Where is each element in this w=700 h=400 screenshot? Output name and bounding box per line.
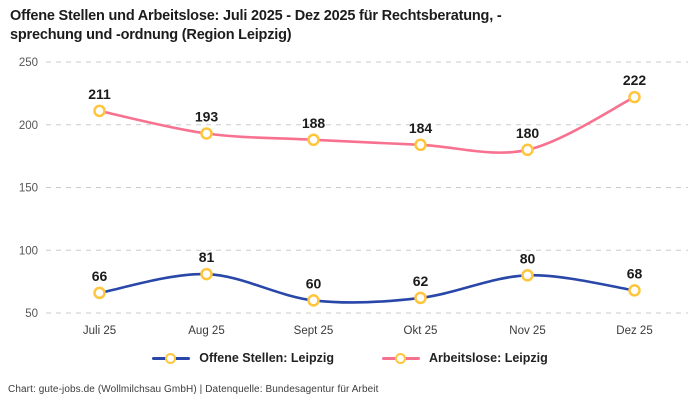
y-tick-label: 250: [19, 57, 38, 69]
series-line: [98, 273, 636, 305]
data-point-marker: [628, 91, 641, 104]
chart-title-line1: Offene Stellen und Arbeitslose: Juli 202…: [10, 8, 502, 24]
data-point-marker: [93, 104, 106, 118]
data-point-label: 193: [195, 109, 219, 125]
data-point-marker: [414, 138, 427, 152]
data-point-label: 62: [413, 273, 429, 289]
legend-label: Arbeitslose: Leipzig: [428, 351, 548, 366]
data-point-label: 68: [627, 266, 643, 282]
series-line: [98, 96, 636, 155]
chart-title-line2: sprechung und -ordnung (Region Leipzig): [10, 27, 292, 44]
y-tick-label: 100: [19, 246, 38, 258]
x-tick-label: Nov 25: [509, 325, 545, 337]
chart-legend: Offene Stellen: Leipzig Arbeitslose: Lei…: [0, 347, 700, 369]
chart-canvas: 50 100 150 200 250 Juli 25 Aug 25 Sept 25 Okt 25…: [19, 57, 688, 337]
data-point-label: 184: [409, 120, 433, 136]
legend-label: Offene Stellen: Leipzig: [199, 351, 334, 366]
data-point-marker: [93, 286, 106, 300]
legend-line-marker-icon: [381, 352, 420, 364]
data-point-label: 80: [520, 251, 536, 267]
data-point-label: 211: [88, 86, 111, 102]
data-point-label: 66: [92, 268, 108, 284]
data-point-marker: [414, 291, 427, 305]
data-point-marker: [307, 294, 320, 307]
data-point-marker: [307, 133, 320, 147]
chart-credit: Chart: gute-jobs.de (Wollmilchsau GmbH) …: [8, 384, 379, 395]
x-tick-label: Juli 25: [83, 325, 116, 337]
legend-item-arbeitslose[interactable]: Arbeitslose: Leipzig: [381, 351, 548, 366]
data-point-label: 222: [623, 72, 647, 88]
x-tick-label: Sept 25: [294, 325, 334, 337]
y-tick-label: 200: [19, 120, 38, 132]
x-tick-label: Okt 25: [404, 325, 438, 337]
data-point-marker: [200, 268, 213, 281]
data-point-marker: [200, 127, 213, 140]
data-point-label: 81: [199, 249, 215, 265]
legend-line-marker-icon: [152, 352, 191, 364]
data-point-marker: [521, 269, 534, 282]
x-tick-label: Aug 25: [188, 325, 224, 337]
chart-title: Offene Stellen und Arbeitslose: Juli 202…: [0, 0, 700, 45]
data-point-label: 60: [306, 276, 322, 292]
chart-area: 50 100 150 200 250 Juli 25 Aug 25 Sept 25 Okt 25…: [0, 45, 700, 345]
legend-item-offene-stellen[interactable]: Offene Stellen: Leipzig: [152, 351, 334, 365]
y-tick-label: 150: [19, 183, 38, 195]
x-tick-label: Dez 25: [616, 325, 652, 337]
data-point-marker: [521, 143, 534, 157]
data-point-label: 180: [516, 125, 540, 141]
data-point-label: 188: [302, 115, 326, 131]
data-point-marker: [628, 284, 641, 297]
y-tick-label: 50: [25, 308, 38, 320]
